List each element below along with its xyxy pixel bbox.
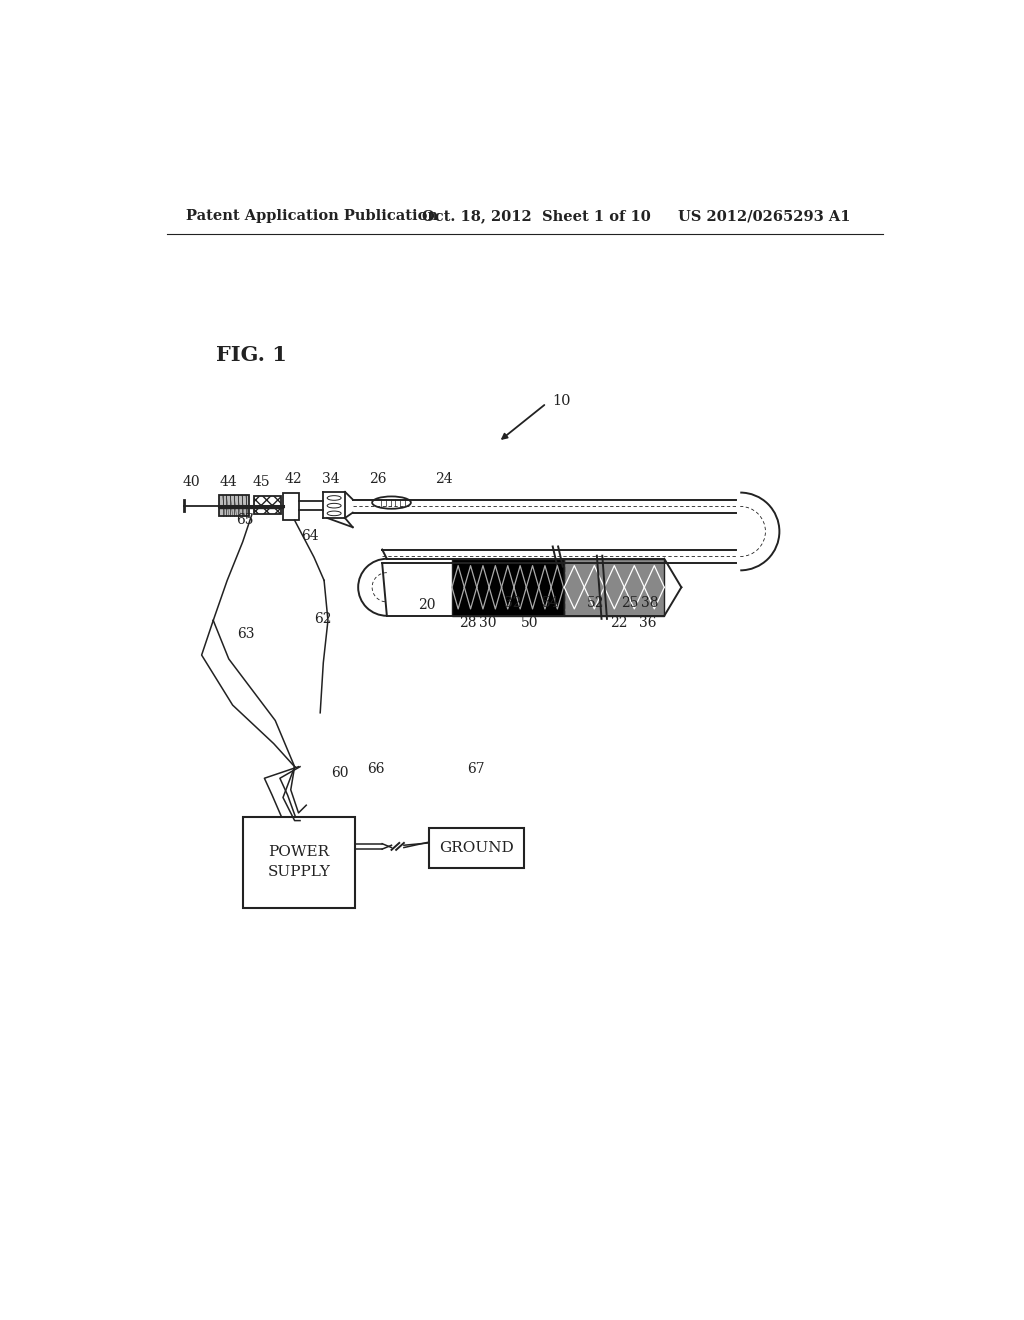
Text: 52: 52	[587, 597, 604, 610]
Text: 28: 28	[459, 616, 476, 631]
Text: 60: 60	[332, 766, 349, 780]
Text: 25: 25	[622, 597, 639, 610]
Bar	[283, 492, 299, 520]
Ellipse shape	[328, 511, 341, 516]
Bar	[452, 558, 563, 615]
Bar	[254, 496, 282, 515]
Text: 22: 22	[610, 616, 628, 631]
Text: 34: 34	[323, 473, 340, 487]
Ellipse shape	[328, 503, 341, 508]
Text: 40: 40	[182, 475, 201, 488]
Text: 10: 10	[553, 393, 571, 408]
Bar	[429, 829, 524, 869]
Text: 24: 24	[435, 471, 453, 486]
Text: 66: 66	[368, 762, 385, 776]
Text: POWER
SUPPLY: POWER SUPPLY	[267, 845, 331, 879]
Text: 36: 36	[639, 616, 656, 631]
Text: 62: 62	[314, 612, 332, 626]
Text: FIG. 1: FIG. 1	[216, 345, 287, 364]
Text: 63: 63	[237, 627, 255, 642]
Text: 50: 50	[520, 616, 539, 631]
Text: Patent Application Publication: Patent Application Publication	[186, 209, 438, 223]
Text: 44: 44	[220, 475, 238, 488]
Text: 54: 54	[542, 597, 559, 610]
Text: 45: 45	[253, 475, 270, 488]
Bar	[219, 495, 249, 516]
Ellipse shape	[372, 496, 411, 508]
Text: 42: 42	[285, 473, 302, 487]
Text: 65: 65	[237, 513, 254, 527]
Text: US 2012/0265293 A1: US 2012/0265293 A1	[678, 209, 851, 223]
Ellipse shape	[328, 495, 341, 500]
Text: 20: 20	[418, 598, 435, 612]
Text: GROUND: GROUND	[439, 841, 514, 855]
Text: 26: 26	[369, 473, 386, 487]
Text: 30: 30	[479, 616, 497, 631]
Text: 67: 67	[467, 762, 484, 776]
Bar	[564, 558, 665, 615]
Text: 32: 32	[504, 597, 521, 610]
Bar	[243, 817, 355, 908]
Text: Oct. 18, 2012  Sheet 1 of 10: Oct. 18, 2012 Sheet 1 of 10	[423, 209, 651, 223]
Text: 64: 64	[301, 529, 318, 543]
Text: 38: 38	[641, 597, 658, 610]
